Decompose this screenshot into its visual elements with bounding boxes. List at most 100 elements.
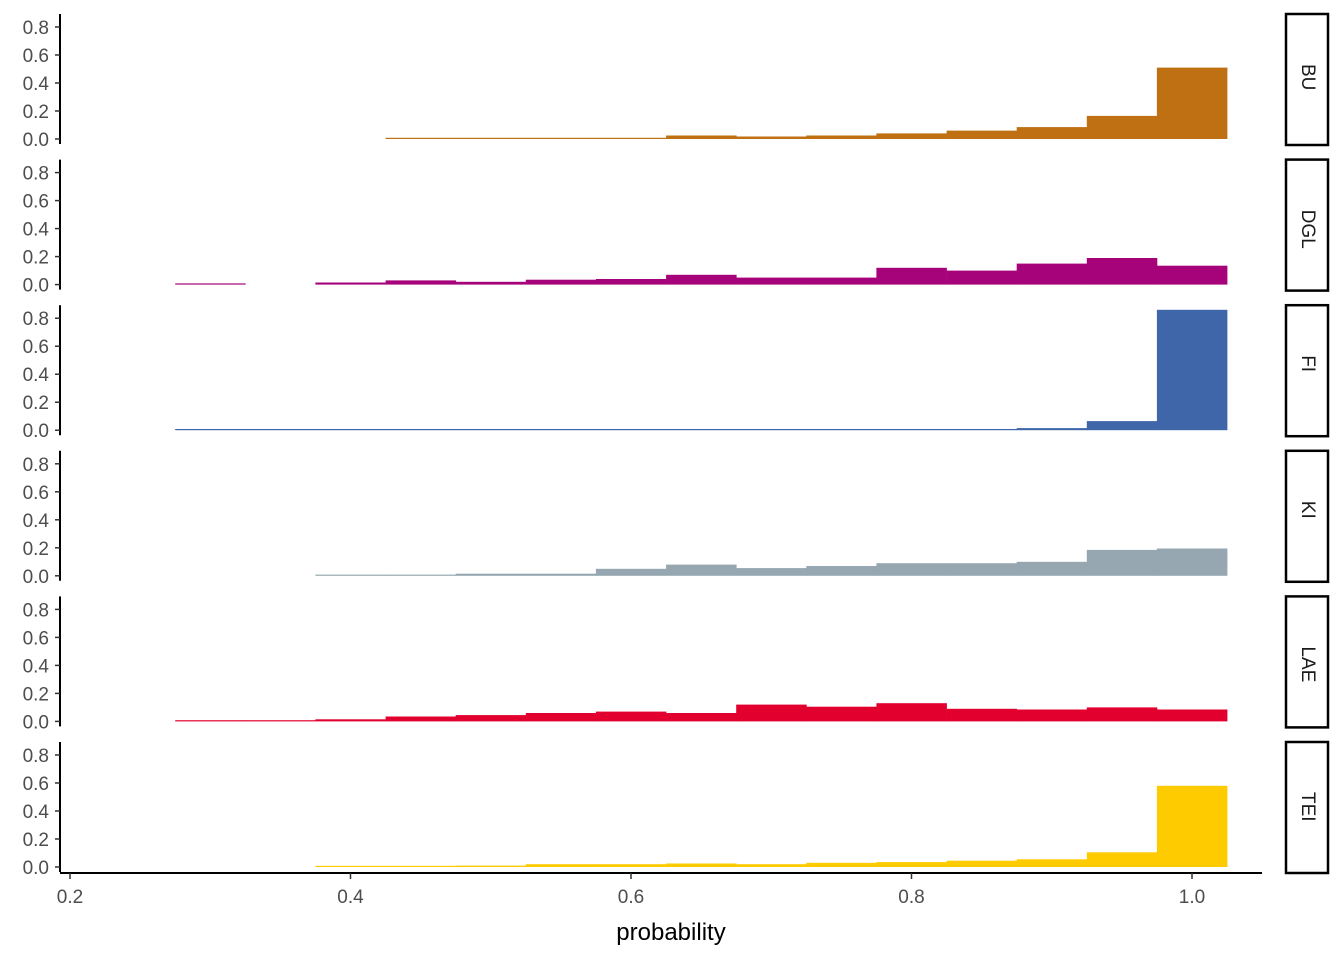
y-tick-label: 0.0 (23, 858, 49, 879)
histogram-bar (806, 277, 877, 285)
histogram-bar (455, 429, 527, 431)
histogram-bar (315, 719, 386, 722)
y-tick-label: 0.0 (23, 276, 49, 297)
histogram-bar (1016, 859, 1088, 867)
histogram-bar (946, 563, 1018, 576)
histogram-bar (315, 865, 386, 867)
histogram-bar (455, 137, 527, 139)
y-tick-label: 0.8 (23, 309, 49, 330)
histogram-bar (595, 711, 667, 722)
histogram-bar (736, 704, 807, 722)
histogram-bar (876, 267, 947, 285)
panel-dgl: 0.0 0.2 0.4 0.6 0.8 DGL (23, 158, 1330, 297)
y-tick-label: 0.6 (23, 192, 49, 213)
histogram-bar (1156, 785, 1228, 867)
y-tick-label: 0.8 (23, 455, 49, 476)
histogram-bar (385, 574, 457, 576)
y-tick-label: 0.6 (23, 337, 49, 358)
histogram-bar (525, 573, 597, 576)
y-tick-label: 0.8 (23, 600, 49, 621)
histogram-bar (1156, 709, 1228, 722)
x-tick-label: 0.4 (337, 887, 364, 908)
x-tick-label: 0.8 (898, 887, 924, 908)
histogram-bar (1156, 265, 1228, 285)
y-tick-label: 0.8 (23, 164, 49, 185)
x-axis-title: probability (616, 919, 725, 946)
x-tick-label: 0.2 (57, 887, 83, 908)
histogram-bar (385, 865, 457, 867)
y-tick-label: 0.8 (23, 746, 49, 767)
histogram-bar (525, 864, 597, 867)
y-tick-label: 0.2 (23, 539, 49, 560)
panel-tei: 0.0 0.2 0.4 0.6 0.8 TEI (23, 740, 1330, 879)
histogram-bar (876, 563, 947, 576)
histogram-bar (806, 862, 877, 867)
histogram-bar (806, 429, 877, 431)
histogram-bar (315, 574, 386, 576)
histogram-bar (666, 135, 737, 139)
histogram-bar (525, 713, 597, 722)
histogram-bar (595, 279, 667, 285)
y-tick-label: 0.2 (23, 684, 49, 705)
panel-fi: 0.0 0.2 0.4 0.6 0.8 FI (23, 303, 1330, 442)
histogram-bar (946, 270, 1018, 285)
strip-label: LAE (1297, 646, 1318, 682)
histogram-bar (736, 136, 807, 139)
histogram-bar (946, 130, 1018, 139)
strip-label: BU (1297, 64, 1318, 90)
histogram-bar (315, 282, 386, 285)
histogram-bar (595, 137, 667, 139)
histogram-bar (876, 429, 947, 431)
histogram-bar (525, 137, 597, 139)
histogram-bar (1016, 263, 1088, 285)
panels: 0.00.20.40.60.8BU0.00.20.40.60.8DGL0.00.… (23, 12, 1330, 879)
histogram-bar (245, 429, 316, 431)
histogram-bar (1156, 67, 1228, 139)
panel-bu: 0.0 0.2 0.4 0.6 0.8 BU (23, 12, 1330, 151)
y-tick-label: 0.8 (23, 18, 49, 39)
histogram-bar (1086, 549, 1158, 576)
strip-label: KI (1297, 501, 1318, 519)
histogram-bar (595, 568, 667, 576)
histogram-bar (666, 274, 737, 285)
histogram-bar (876, 703, 947, 722)
y-tick-label: 0.0 (23, 567, 49, 588)
histogram-bar (455, 715, 527, 722)
histogram-bar (525, 279, 597, 285)
y-tick-label: 0.0 (23, 712, 49, 733)
histogram-bar (876, 862, 947, 867)
histogram-bar (1016, 127, 1088, 139)
y-tick-label: 0.6 (23, 774, 49, 795)
y-tick-label: 0.2 (23, 248, 49, 269)
histogram-bar (1016, 561, 1088, 576)
strip-box (1284, 12, 1330, 147)
x-tick-label: 0.6 (618, 887, 644, 908)
y-tick-label: 0.2 (23, 393, 49, 414)
histogram-bar (315, 429, 386, 431)
histogram-bar (666, 863, 737, 867)
histogram-bar (175, 429, 246, 431)
histogram-bar (736, 277, 807, 285)
y-tick-label: 0.2 (23, 830, 49, 851)
histogram-bar (946, 429, 1018, 431)
strip-box (1284, 158, 1330, 292)
y-tick-label: 0.0 (23, 130, 49, 151)
histogram-bar (385, 429, 457, 431)
histogram-bar (1086, 707, 1158, 722)
histogram-bar (1156, 309, 1228, 431)
y-tick-label: 0.4 (23, 511, 50, 532)
histogram-bar (666, 429, 737, 431)
histogram-bar (1156, 548, 1228, 576)
x-tick-label: 1.0 (1179, 887, 1205, 908)
y-tick-label: 0.6 (23, 483, 49, 504)
histogram-bar (385, 716, 457, 722)
histogram-bar (1016, 709, 1088, 722)
histogram-bar (1086, 852, 1158, 867)
x-axis: 0.2 0.4 0.6 0.8 1.0 (57, 872, 1262, 908)
y-tick-label: 0.4 (23, 802, 50, 823)
histogram-bar (946, 860, 1018, 867)
strip-label: FI (1297, 355, 1318, 372)
histogram-bar (595, 429, 667, 431)
strip-box (1284, 303, 1330, 438)
